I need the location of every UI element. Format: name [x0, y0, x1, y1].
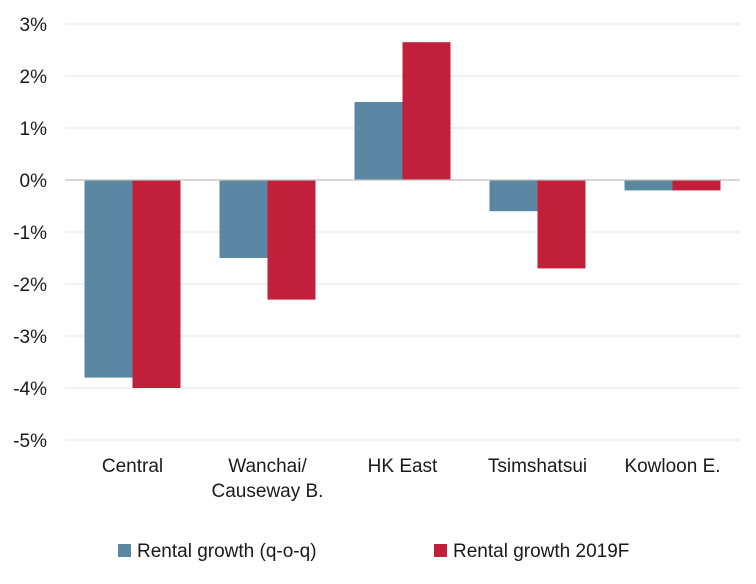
x-axis: Central Wanchai/Causeway B. HK East Tsimsha… — [102, 456, 721, 502]
x-tick-label: HK East — [368, 456, 438, 477]
y-tick-label: 0% — [20, 171, 48, 192]
bar-qoq — [624, 180, 673, 191]
y-tick-label: -4% — [13, 379, 47, 400]
bar-qoq — [354, 102, 403, 180]
x-tick-label-line: Causeway B. — [212, 481, 324, 502]
bar-2019f — [537, 180, 586, 269]
legend: Rental growth (q-o-q) Rental growth 2019F — [118, 541, 629, 562]
bar-2019f — [672, 180, 721, 191]
x-tick-label-line: Kowloon E. — [624, 456, 720, 477]
bars — [84, 42, 721, 388]
bar-qoq — [219, 180, 268, 258]
y-tick-label: -3% — [13, 327, 47, 348]
x-tick-label: Central — [102, 456, 163, 477]
legend-swatch — [118, 544, 131, 557]
y-tick-label: 3% — [20, 15, 48, 36]
legend-label: Rental growth (q-o-q) — [137, 541, 317, 562]
bar-2019f — [132, 180, 181, 388]
y-tick-label: -2% — [13, 275, 47, 296]
x-tick-label-line: HK East — [368, 456, 438, 477]
y-tick-label: 1% — [20, 119, 48, 140]
y-tick-label: -5% — [13, 431, 47, 452]
x-tick-label-line: Tsimshatsui — [488, 456, 587, 477]
bar-qoq — [489, 180, 538, 212]
x-tick-label: Kowloon E. — [624, 456, 720, 477]
legend-label: Rental growth 2019F — [453, 541, 629, 562]
y-tick-label: -1% — [13, 223, 47, 244]
y-tick-label: 2% — [20, 67, 48, 88]
bar-2019f — [267, 180, 316, 300]
legend-swatch — [434, 544, 447, 557]
y-axis: 3% 2% 1% 0% -1% -2% -3% -4% -5% — [13, 15, 47, 452]
x-tick-label-line: Central — [102, 456, 163, 477]
bar-qoq — [84, 180, 133, 378]
bar-2019f — [402, 42, 451, 181]
x-tick-label: Wanchai/Causeway B. — [212, 456, 324, 502]
x-tick-label: Tsimshatsui — [488, 456, 587, 477]
x-tick-label-line: Wanchai/ — [228, 456, 307, 477]
